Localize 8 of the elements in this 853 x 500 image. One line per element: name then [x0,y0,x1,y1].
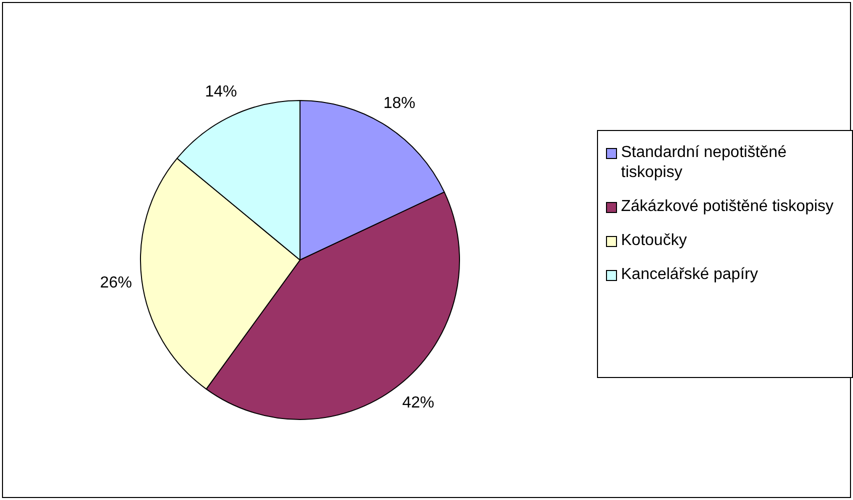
data-label: 26% [100,274,132,292]
data-label: 14% [205,84,238,101]
legend-label: Kotoučky [621,231,687,251]
data-label: 18% [383,94,416,112]
data-label: 42% [402,394,434,412]
legend-label: Kancelářské papíry [621,265,758,285]
legend-label: Zákázkové potištěné tiskopisy [621,197,834,217]
legend-label: Standardní nepotištěné tiskopisy [621,143,788,183]
